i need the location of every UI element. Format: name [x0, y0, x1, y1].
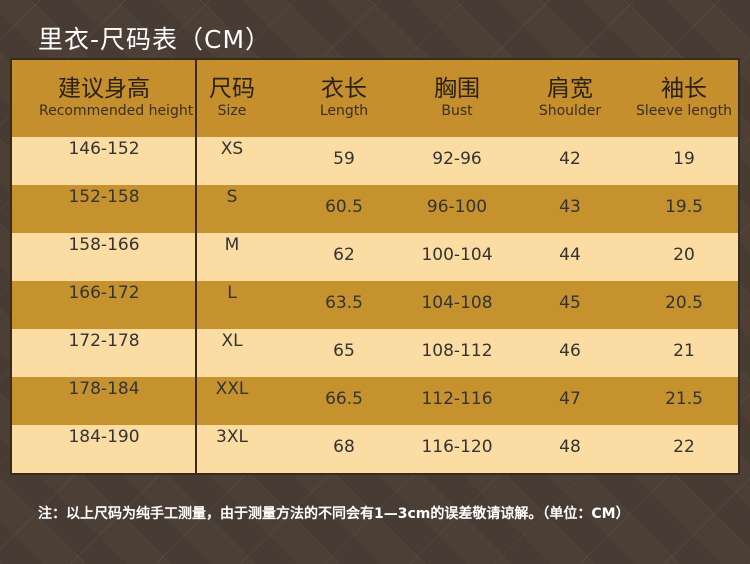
table-cell: 68	[333, 437, 355, 457]
header-en: Bust	[441, 103, 473, 119]
header-en: Shoulder	[538, 103, 602, 119]
table-cell: 20.5	[665, 293, 703, 313]
table-cell: 3XL	[216, 427, 248, 447]
table-cell: XS	[220, 139, 244, 159]
table-cell: 22	[673, 437, 695, 457]
header-cell: 尺码 Size	[167, 76, 297, 120]
header-zh: 胸围	[434, 76, 480, 102]
table-cell: 184-190	[68, 427, 140, 447]
table-cell: M	[224, 235, 240, 255]
table-row: 184-190 3XL 68 116-120 48 22	[12, 425, 738, 473]
header-cell: 肩宽 Shoulder	[505, 76, 635, 120]
table-cell: 108-112	[421, 341, 493, 361]
table-cell: 60.5	[325, 197, 363, 217]
table-cell: 158-166	[68, 235, 140, 255]
table-cell: XL	[221, 331, 243, 351]
table-cell: 172-178	[68, 331, 140, 351]
table-cell: 96-100	[426, 197, 488, 217]
header-en: Sleeve length	[636, 103, 732, 119]
table-cell: 45	[559, 293, 581, 313]
table-cell: 21.5	[665, 389, 703, 409]
title: 里衣-尺码表（CM）	[38, 25, 272, 54]
table-cell: 20	[673, 245, 695, 265]
table-cell: 112-116	[421, 389, 493, 409]
header-cell: 建议身高 Recommended height	[39, 76, 194, 120]
header-cell: 袖长 Sleeve length	[619, 76, 749, 120]
table-row: 172-178 XL 65 108-112 46 21	[12, 329, 738, 377]
table-cell: 19	[673, 149, 695, 169]
table-row: 152-158 S 60.5 96-100 43 19.5	[12, 185, 738, 233]
table-cell: 44	[559, 245, 581, 265]
column-divider	[195, 60, 197, 473]
table-cell: 166-172	[68, 283, 140, 303]
header-en: Recommended height	[39, 103, 194, 119]
table-cell: S	[226, 187, 238, 207]
table-cell: 48	[559, 437, 581, 457]
table-row: 146-152 XS 59 92-96 42 19	[12, 137, 738, 185]
table-cell: 66.5	[325, 389, 363, 409]
table-cell: 65	[333, 341, 355, 361]
note: 注：以上尺码为纯手工测量，由于测量方法的不同会有1—3cm的误差敬请谅解。（单位…	[38, 506, 630, 522]
header-en: Length	[319, 103, 369, 119]
size-table: 建议身高 Recommended height 尺码 Size 衣长 Length 胸围 Bu…	[10, 58, 740, 475]
header-zh: 建议身高	[58, 76, 150, 102]
table-cell: 62	[333, 245, 355, 265]
header-zh: 肩宽	[547, 76, 593, 102]
header-cell: 胸围 Bust	[392, 76, 522, 120]
table-cell: 100-104	[421, 245, 493, 265]
table-cell: 21	[673, 341, 695, 361]
table-cell: 42	[559, 149, 581, 169]
table-row: 158-166 M 62 100-104 44 20	[12, 233, 738, 281]
header-en: Size	[217, 103, 247, 119]
table-row: 178-184 XXL 66.5 112-116 47 21.5	[12, 377, 738, 425]
table-cell: 146-152	[68, 139, 140, 159]
table-cell: 19.5	[665, 197, 703, 217]
table-row: 166-172 L 63.5 104-108 45 20.5	[12, 281, 738, 329]
header-zh: 衣长	[321, 76, 367, 102]
table-cell: 116-120	[421, 437, 493, 457]
table-cell: 92-96	[432, 149, 482, 169]
table-cell: 47	[559, 389, 581, 409]
header-cell: 衣长 Length	[279, 76, 409, 120]
table-cell: 104-108	[421, 293, 493, 313]
table-cell: 43	[559, 197, 581, 217]
table-cell: 152-158	[68, 187, 140, 207]
table-cell: L	[227, 283, 237, 303]
table-cell: 178-184	[68, 379, 140, 399]
table-cell: XXL	[215, 379, 249, 399]
header-row: 建议身高 Recommended height 尺码 Size 衣长 Length 胸围 Bu…	[12, 60, 738, 137]
header-zh: 尺码	[209, 76, 255, 102]
table-cell: 59	[333, 149, 355, 169]
table-cell: 63.5	[325, 293, 363, 313]
table-cell: 46	[559, 341, 581, 361]
header-zh: 袖长	[661, 76, 707, 102]
